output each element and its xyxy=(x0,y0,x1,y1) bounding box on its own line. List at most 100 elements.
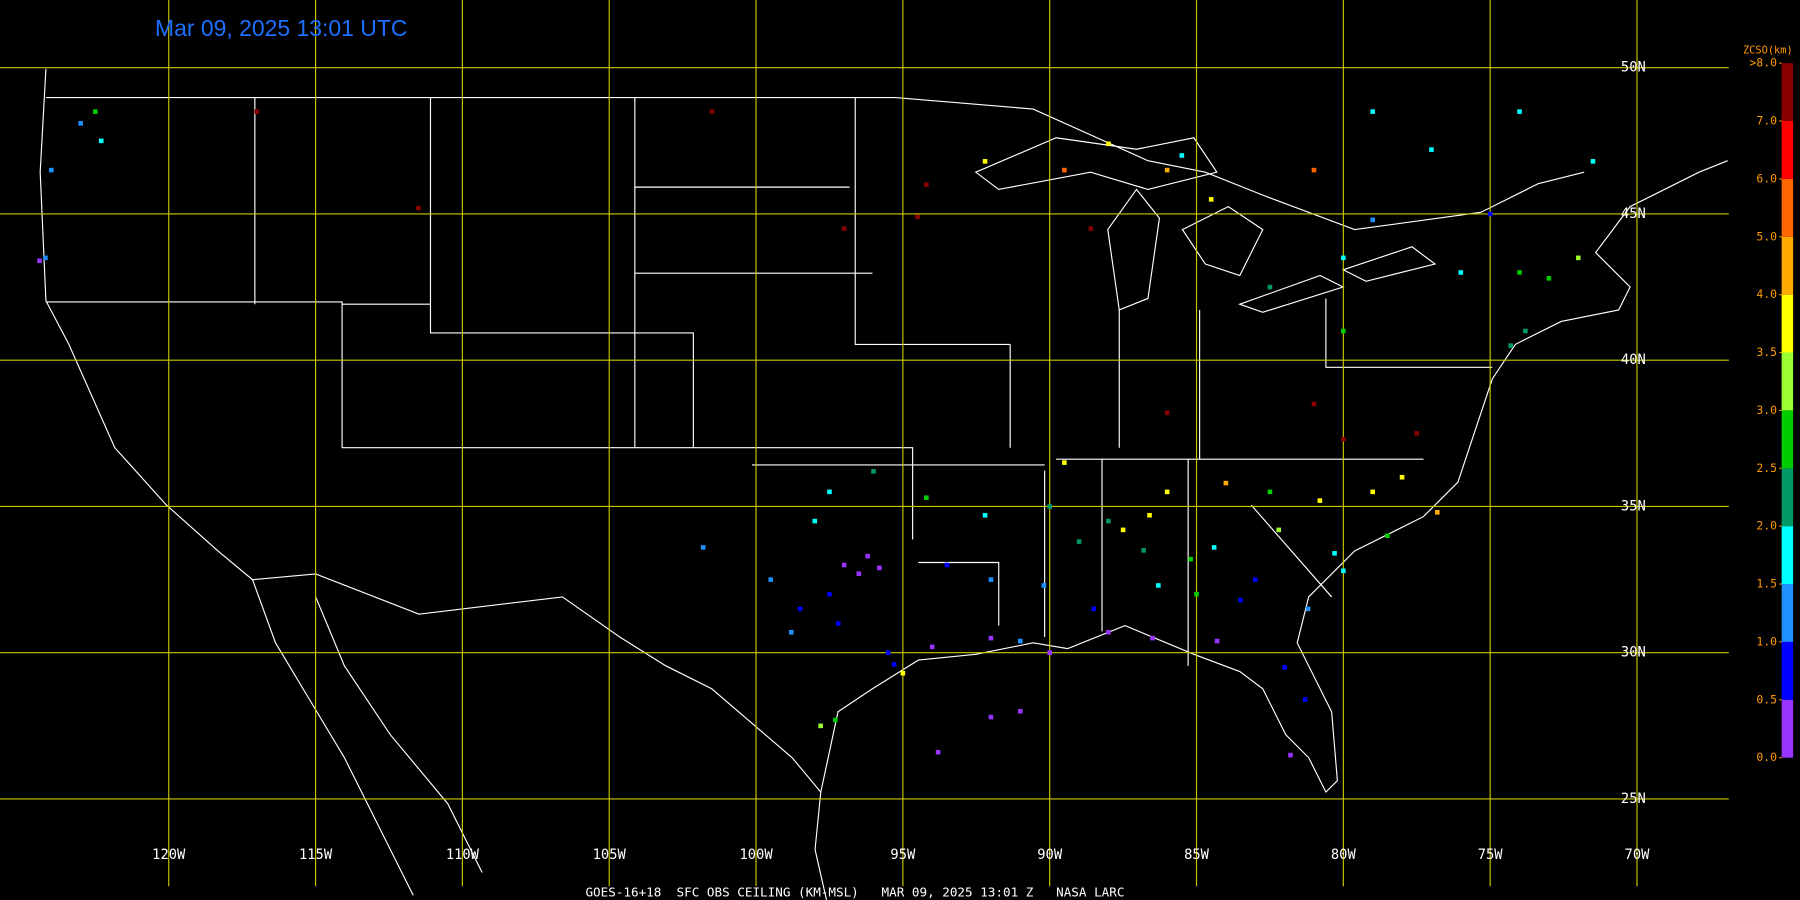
station xyxy=(1047,504,1052,509)
station xyxy=(1487,211,1493,217)
station xyxy=(1062,167,1067,173)
station xyxy=(48,167,54,173)
station xyxy=(1546,276,1552,281)
station xyxy=(1305,606,1311,612)
station xyxy=(1370,217,1376,223)
lon-label: 85W xyxy=(1184,847,1210,863)
station xyxy=(812,518,818,524)
lat-label: 25N xyxy=(1621,791,1646,807)
station xyxy=(988,577,994,582)
station xyxy=(254,109,260,114)
station xyxy=(1047,650,1052,656)
station xyxy=(37,258,42,264)
colorbar-label: 5.0 xyxy=(1756,229,1777,243)
station xyxy=(900,670,906,676)
station xyxy=(1341,328,1346,334)
colorbar-segment xyxy=(1781,410,1794,469)
station xyxy=(833,717,838,723)
station xyxy=(1341,255,1346,261)
station xyxy=(835,621,841,626)
station xyxy=(1214,638,1220,644)
lon-label: 70W xyxy=(1625,847,1651,863)
station xyxy=(768,577,774,582)
station xyxy=(841,562,847,568)
colorbar-label: 0.0 xyxy=(1756,750,1777,764)
station xyxy=(1150,635,1155,641)
station xyxy=(788,629,794,635)
colorbar-label: 0.5 xyxy=(1756,692,1777,706)
station xyxy=(915,214,920,220)
colorbar-label: 6.0 xyxy=(1756,171,1777,185)
lat-label: 40N xyxy=(1621,352,1646,368)
mexico-coast xyxy=(252,579,828,900)
lon-label: 120W xyxy=(152,847,186,863)
station xyxy=(1458,270,1464,275)
station xyxy=(1276,527,1282,533)
state-borders xyxy=(45,97,1493,666)
national-border xyxy=(45,97,1585,231)
colorbar-label: >8.0 xyxy=(1749,56,1777,70)
station xyxy=(93,109,98,114)
station xyxy=(1523,328,1528,334)
colorbar-segment xyxy=(1781,63,1794,122)
station xyxy=(827,489,832,495)
station xyxy=(1517,109,1522,114)
lon-label: 95W xyxy=(890,847,916,863)
station xyxy=(43,255,48,261)
station xyxy=(1018,638,1023,644)
colorbar-segment xyxy=(1781,468,1794,527)
station xyxy=(1267,284,1273,290)
station xyxy=(1088,226,1094,231)
colorbar: 0.0 0.5 1.0 1.5 2.0 2.5 3.0 3.5 4.0 5.0 6.0 7.0 >8.0 xyxy=(1749,56,1794,764)
colorbar-segment xyxy=(1781,584,1794,642)
colorbar-segment xyxy=(1781,699,1794,758)
lat-label: 35N xyxy=(1621,498,1646,514)
station xyxy=(1238,597,1243,603)
station xyxy=(1188,556,1193,562)
footer: GOES-16+18 SFC OBS CEILING (KM-MSL) MAR … xyxy=(585,885,1124,900)
station xyxy=(841,226,847,231)
station xyxy=(1156,583,1161,588)
station xyxy=(924,495,929,501)
colorbar-segment xyxy=(1781,121,1794,179)
colorbar-segment xyxy=(1781,236,1794,295)
lat-label: 30N xyxy=(1621,645,1646,661)
station xyxy=(1062,460,1067,465)
station xyxy=(929,644,935,650)
colorbar-segment xyxy=(1781,294,1794,353)
colorbar-label: 4.0 xyxy=(1756,287,1777,301)
station xyxy=(1517,270,1522,275)
station xyxy=(1106,141,1111,147)
station xyxy=(1194,591,1199,597)
station xyxy=(988,714,994,720)
station xyxy=(1370,109,1376,114)
station xyxy=(1141,548,1146,553)
station xyxy=(924,182,929,188)
station xyxy=(1508,343,1514,348)
station xyxy=(1211,545,1217,550)
station xyxy=(709,109,715,114)
colorbar-label: 1.5 xyxy=(1756,577,1777,591)
station xyxy=(1317,498,1323,503)
station xyxy=(1106,629,1111,635)
station xyxy=(982,512,988,518)
colorbar-label: 1.0 xyxy=(1756,634,1777,648)
station xyxy=(982,159,988,164)
colorbar-label: 7.0 xyxy=(1756,114,1777,128)
lon-label: 75W xyxy=(1478,847,1504,863)
station xyxy=(1332,550,1337,556)
station xyxy=(877,565,882,571)
coastline xyxy=(39,68,1728,794)
station xyxy=(871,469,876,474)
colorbar-segment xyxy=(1781,178,1794,237)
station xyxy=(1590,159,1596,164)
stations xyxy=(37,109,1596,758)
station xyxy=(891,662,897,667)
station xyxy=(1282,665,1287,670)
great-lakes xyxy=(974,137,1437,313)
colorbar-segment xyxy=(1781,526,1794,585)
station xyxy=(1267,489,1273,495)
station xyxy=(988,635,994,641)
